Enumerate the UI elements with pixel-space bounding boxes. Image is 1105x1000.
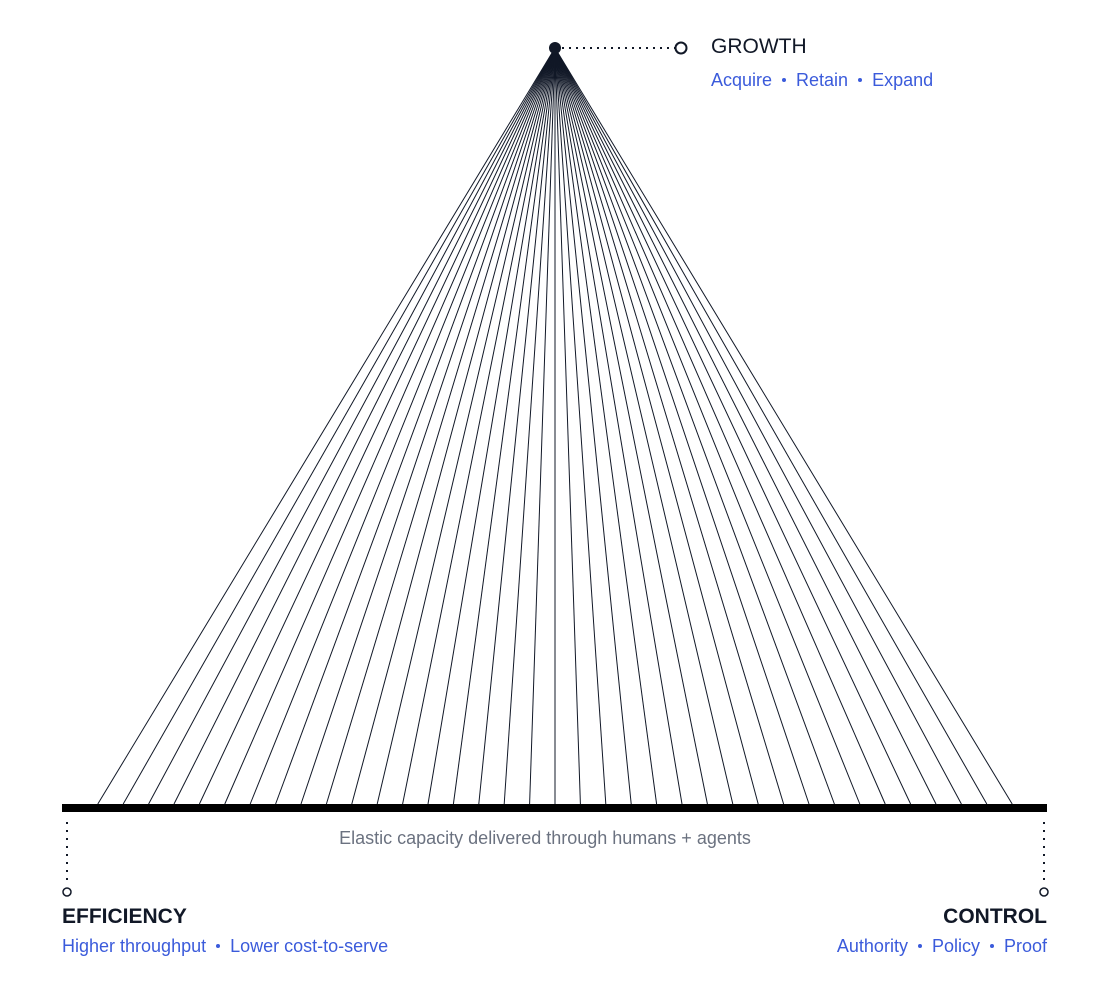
separator bbox=[917, 944, 922, 948]
fan-line bbox=[554, 47, 683, 805]
fan-line bbox=[376, 47, 556, 805]
control-title: CONTROL bbox=[943, 905, 1047, 928]
fan-line bbox=[554, 47, 607, 805]
fan-line bbox=[554, 47, 861, 805]
fan-line bbox=[224, 47, 556, 805]
efficiency-item: Higher throughput bbox=[62, 936, 207, 956]
fan-line bbox=[97, 47, 556, 805]
fan-line bbox=[503, 47, 556, 805]
fan-line bbox=[554, 47, 937, 805]
efficiency-end-dot bbox=[62, 887, 72, 897]
fan-line bbox=[351, 47, 556, 805]
fan-line bbox=[249, 47, 556, 805]
control-items: Authority Policy Proof bbox=[837, 937, 1047, 955]
fan-line bbox=[554, 47, 658, 805]
growth-end-dot bbox=[674, 41, 688, 55]
fan-line bbox=[198, 47, 556, 805]
fan-line bbox=[554, 47, 759, 805]
efficiency-items: Higher throughput Lower cost-to-serve bbox=[62, 937, 388, 955]
separator bbox=[989, 944, 994, 948]
fan-line bbox=[554, 47, 1013, 805]
fan-line bbox=[173, 47, 556, 805]
fan-line bbox=[554, 47, 810, 805]
fan-line bbox=[300, 47, 556, 805]
fan-line bbox=[554, 47, 632, 805]
fan-line bbox=[554, 47, 581, 805]
fan-line bbox=[325, 47, 556, 805]
control-item: Proof bbox=[1003, 936, 1047, 956]
fan-line bbox=[275, 47, 556, 805]
growth-items: Acquire Retain Expand bbox=[711, 71, 933, 89]
fan-line bbox=[554, 47, 734, 805]
fan-line bbox=[427, 47, 556, 805]
base-bar bbox=[62, 804, 1047, 812]
fan-line bbox=[148, 47, 556, 805]
fan-line bbox=[554, 47, 912, 805]
fan-line bbox=[554, 47, 886, 805]
fan-line bbox=[478, 47, 556, 805]
fan-line bbox=[122, 47, 556, 805]
caption: Elastic capacity delivered through human… bbox=[339, 828, 751, 848]
separator bbox=[858, 78, 863, 82]
control-item: Policy bbox=[931, 936, 980, 956]
growth-item: Expand bbox=[872, 70, 934, 90]
apex-dot bbox=[549, 42, 561, 54]
separator bbox=[216, 944, 221, 948]
separator bbox=[782, 78, 787, 82]
efficiency-title: EFFICIENCY bbox=[62, 905, 187, 928]
fan-line bbox=[554, 47, 785, 805]
fan-line bbox=[554, 47, 962, 805]
fan-line bbox=[402, 47, 556, 805]
growth-item: Acquire bbox=[711, 70, 773, 90]
fan-line bbox=[554, 47, 835, 805]
efficiency-item: Lower cost-to-serve bbox=[230, 936, 389, 956]
control-end-dot bbox=[1039, 887, 1049, 897]
growth-title: GROWTH bbox=[711, 35, 807, 58]
growth-item: Retain bbox=[796, 70, 849, 90]
fan-line bbox=[554, 47, 708, 805]
control-item: Authority bbox=[836, 936, 908, 956]
fan-line bbox=[554, 47, 988, 805]
fan-line bbox=[452, 47, 556, 805]
fan-line bbox=[529, 47, 556, 805]
